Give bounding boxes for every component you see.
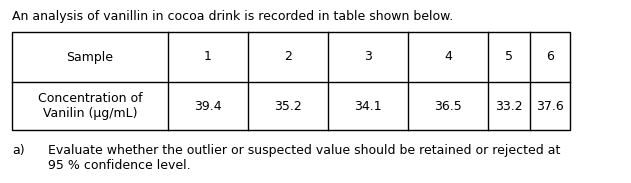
Text: 34.1: 34.1 [354,100,382,113]
Text: 1: 1 [204,51,212,64]
Text: 2: 2 [284,51,292,64]
Text: Sample: Sample [66,51,114,64]
Text: 6: 6 [546,51,554,64]
Text: 35.2: 35.2 [274,100,302,113]
Text: 4: 4 [444,51,452,64]
Text: 5: 5 [505,51,513,64]
Text: 39.4: 39.4 [194,100,222,113]
Text: 37.6: 37.6 [536,100,564,113]
Text: Evaluate whether the outlier or suspected value should be retained or rejected a: Evaluate whether the outlier or suspecte… [48,144,560,172]
Text: 3: 3 [364,51,372,64]
Text: An analysis of vanillin in cocoa drink is recorded in table shown below.: An analysis of vanillin in cocoa drink i… [12,10,453,23]
Text: Concentration of
Vanilin (µg/mL): Concentration of Vanilin (µg/mL) [38,92,143,120]
Text: a): a) [12,144,25,157]
Text: 36.5: 36.5 [434,100,462,113]
Bar [12,32,570,130]
Text: 33.2: 33.2 [495,100,523,113]
